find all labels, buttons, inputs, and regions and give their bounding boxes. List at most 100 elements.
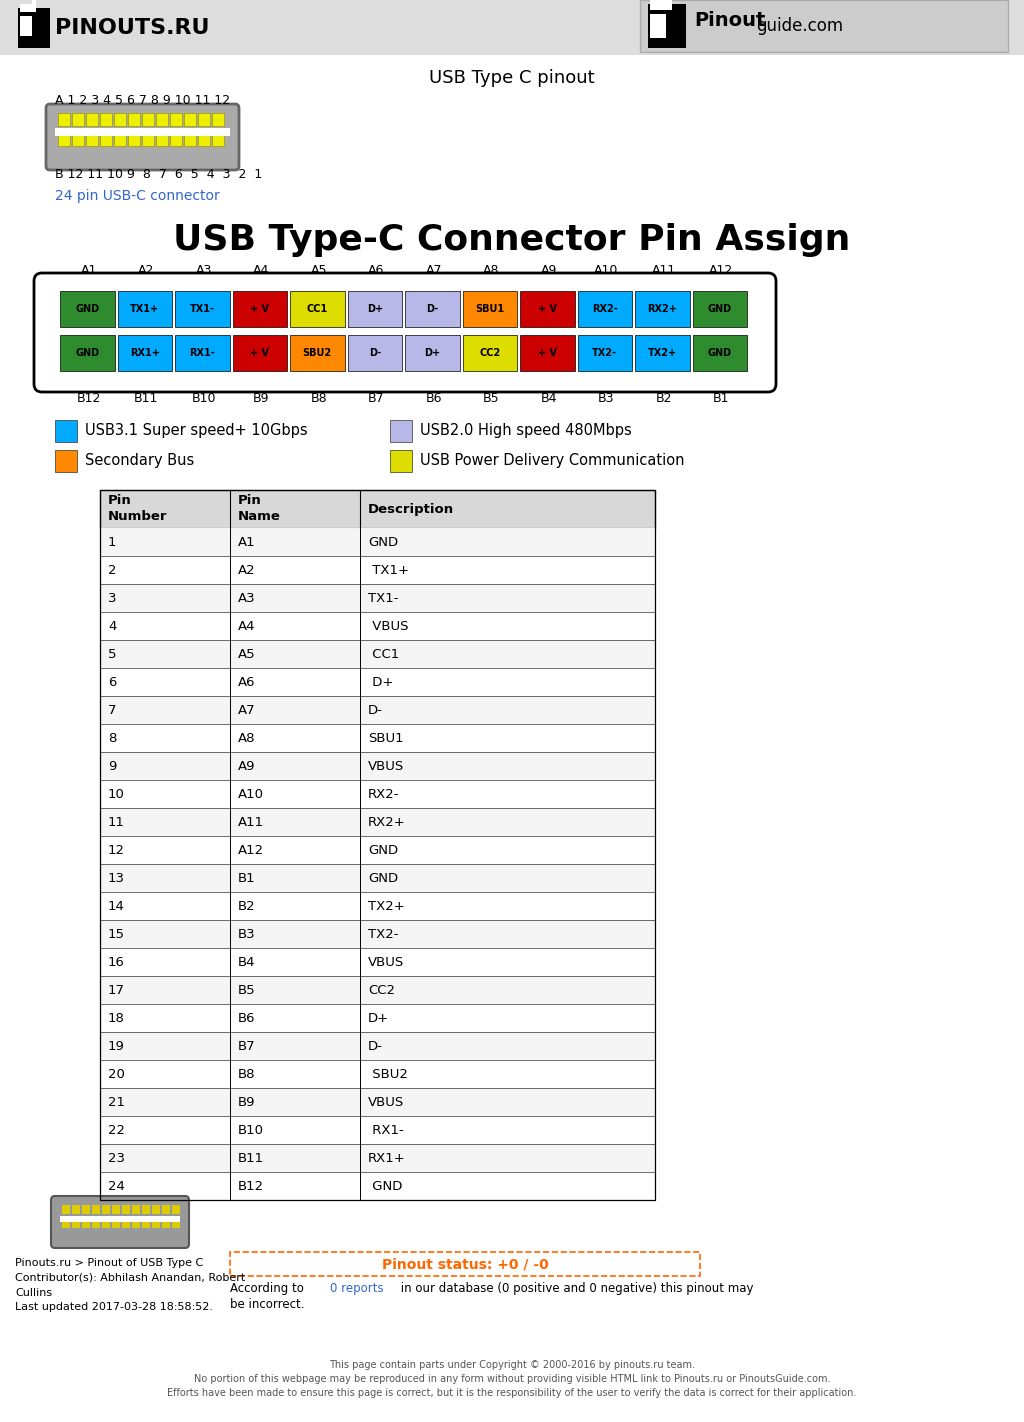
Text: A8: A8	[238, 731, 256, 745]
Text: CC1: CC1	[368, 647, 399, 660]
Bar	[114, 134, 126, 146]
Bar	[100, 892, 655, 920]
Bar	[72, 134, 84, 146]
Bar	[0, 0, 1024, 55]
Bar	[650, 14, 666, 24]
Text: 2: 2	[108, 563, 117, 576]
Text: 10: 10	[108, 788, 125, 801]
Bar	[175, 292, 229, 327]
Bar	[86, 112, 98, 127]
Bar	[100, 134, 112, 146]
Text: Pin
Name: Pin Name	[238, 495, 281, 523]
Text: B4: B4	[238, 956, 256, 968]
Text: TX2-: TX2-	[592, 348, 617, 358]
Text: 12: 12	[108, 843, 125, 856]
Bar	[100, 975, 655, 1004]
Text: 6: 6	[108, 675, 117, 688]
Text: 24 pin USB-C connector: 24 pin USB-C connector	[55, 189, 220, 203]
Bar	[198, 112, 210, 127]
Bar	[184, 134, 196, 146]
Bar	[118, 336, 172, 371]
Text: A12: A12	[710, 263, 733, 276]
Bar	[520, 292, 574, 327]
Bar	[142, 112, 154, 127]
Bar	[390, 419, 412, 442]
Text: B11: B11	[238, 1152, 264, 1165]
Text: A6: A6	[368, 263, 384, 276]
Text: PINOUTS.RU: PINOUTS.RU	[55, 18, 210, 38]
Bar	[100, 1172, 655, 1200]
Bar	[520, 336, 574, 371]
Text: VBUS: VBUS	[368, 759, 404, 772]
Text: GND: GND	[708, 304, 732, 314]
Text: B10: B10	[238, 1123, 264, 1136]
Text: SBU1: SBU1	[368, 731, 403, 745]
Text: D-: D-	[368, 1039, 383, 1052]
Text: 15: 15	[108, 927, 125, 940]
Text: 23: 23	[108, 1152, 125, 1165]
Text: USB3.1 Super speed+ 10Gbps: USB3.1 Super speed+ 10Gbps	[85, 424, 307, 438]
Bar	[170, 134, 182, 146]
Text: D-: D-	[368, 704, 383, 717]
Bar	[60, 1216, 180, 1221]
Bar	[100, 948, 655, 975]
Text: D+: D+	[367, 304, 383, 314]
Text: RX2-: RX2-	[368, 788, 399, 801]
Text: 22: 22	[108, 1123, 125, 1136]
Bar	[390, 449, 412, 472]
Bar	[100, 528, 655, 556]
Bar	[122, 1204, 130, 1214]
Bar	[290, 292, 344, 327]
Bar	[62, 1204, 70, 1214]
Bar	[132, 1204, 140, 1214]
Text: A10: A10	[594, 263, 618, 276]
Bar	[20, 4, 32, 11]
Text: D-: D-	[426, 304, 438, 314]
Text: USB Type-C Connector Pin Assign: USB Type-C Connector Pin Assign	[173, 223, 851, 257]
Bar	[232, 292, 287, 327]
Text: 8: 8	[108, 731, 117, 745]
Bar	[92, 1219, 100, 1229]
Text: A7: A7	[238, 704, 256, 717]
Text: TX2+: TX2+	[648, 348, 677, 358]
Bar	[72, 112, 84, 127]
Bar	[290, 336, 344, 371]
FancyBboxPatch shape	[34, 273, 776, 392]
Text: B9: B9	[253, 391, 269, 404]
Bar	[640, 0, 1008, 53]
Text: TX1+: TX1+	[130, 304, 160, 314]
Bar	[32, 0, 36, 11]
Text: D-: D-	[369, 348, 381, 358]
Text: 17: 17	[108, 984, 125, 997]
Bar	[20, 24, 32, 36]
Bar	[100, 556, 655, 584]
Bar	[100, 491, 655, 528]
Text: B7: B7	[238, 1039, 256, 1052]
Text: VBUS: VBUS	[368, 620, 409, 633]
Bar	[347, 336, 402, 371]
Bar	[635, 336, 689, 371]
Text: 24: 24	[108, 1179, 125, 1193]
Text: 3: 3	[108, 592, 117, 604]
Bar	[175, 336, 229, 371]
Text: in our database (0 positive and 0 negative) this pinout may: in our database (0 positive and 0 negati…	[397, 1283, 754, 1295]
Text: 0 reports: 0 reports	[330, 1283, 384, 1295]
Text: B12: B12	[77, 391, 101, 404]
Text: B5: B5	[483, 391, 500, 404]
Text: 1: 1	[108, 536, 117, 549]
Text: B9: B9	[238, 1095, 256, 1109]
Bar	[55, 128, 230, 137]
Bar	[142, 1204, 150, 1214]
Text: 4: 4	[108, 620, 117, 633]
Bar	[100, 920, 655, 948]
Bar	[232, 336, 287, 371]
Text: 19: 19	[108, 1039, 125, 1052]
Bar	[650, 24, 666, 38]
Text: 5: 5	[108, 647, 117, 660]
Bar	[62, 1219, 70, 1229]
Text: B6: B6	[426, 391, 442, 404]
Text: TX1+: TX1+	[368, 563, 409, 576]
Text: A2: A2	[238, 563, 256, 576]
Text: D+: D+	[368, 1011, 389, 1024]
Text: B3: B3	[238, 927, 256, 940]
